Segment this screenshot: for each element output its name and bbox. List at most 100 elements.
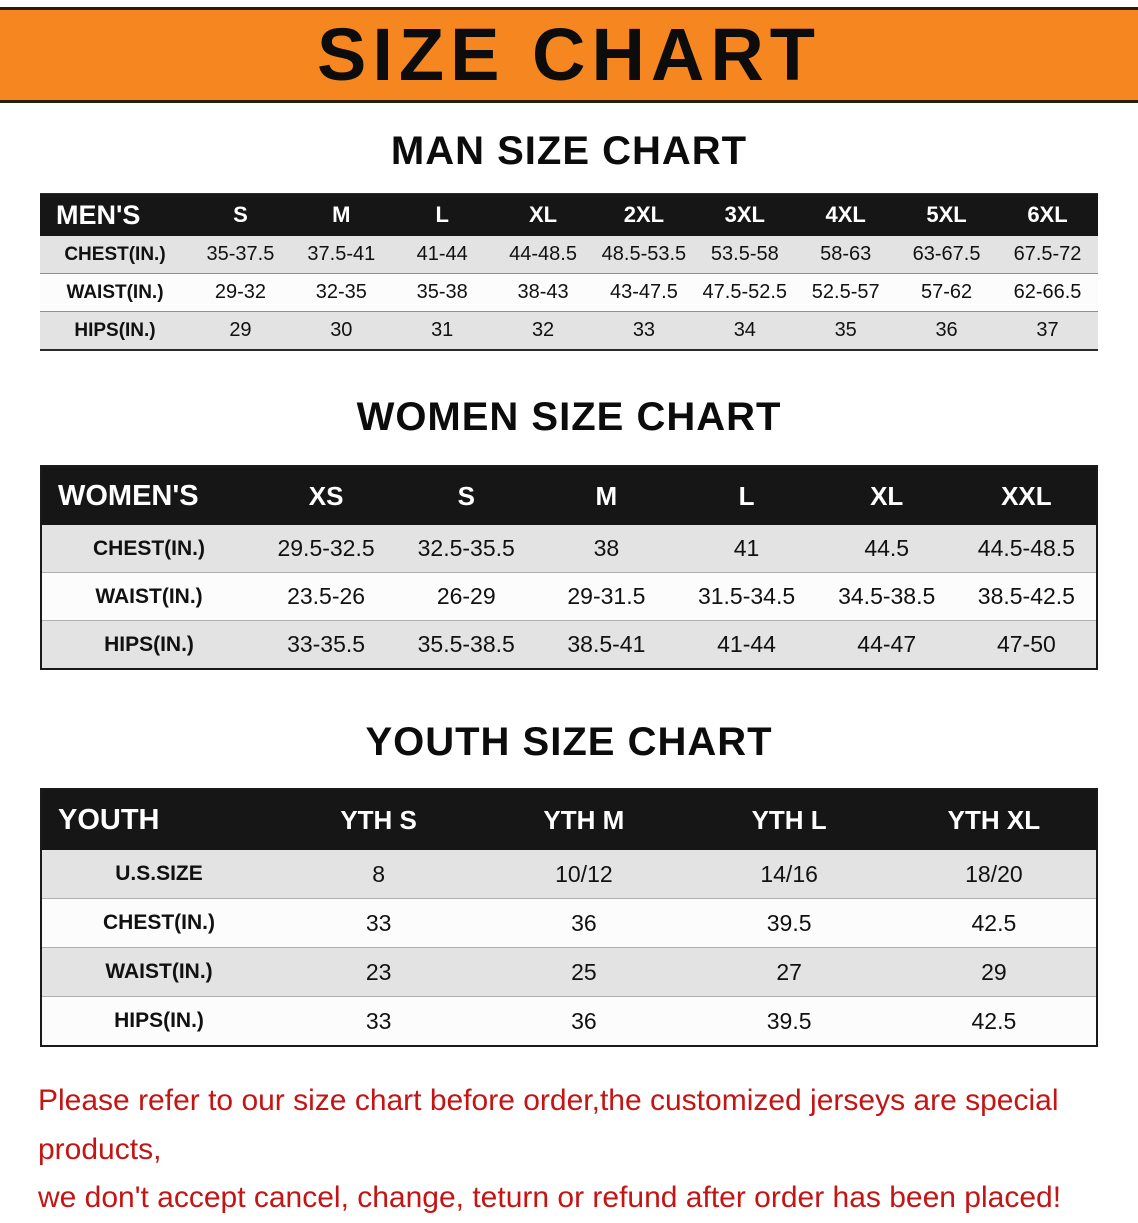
disclaimer-line-1: Please refer to our size chart before or…	[38, 1084, 1059, 1166]
size-value: 33	[276, 996, 482, 1047]
size-value: 36	[481, 898, 687, 948]
men-chest-row: CHEST(IN.) 35-37.5 37.5-41 41-44 44-48.5…	[40, 236, 1098, 274]
size-value: 33-35.5	[256, 620, 397, 670]
men-size-col-header: XL	[492, 193, 594, 236]
size-value: 35	[795, 311, 897, 351]
size-value: 39.5	[686, 898, 892, 948]
men-size-col-header: L	[391, 193, 493, 236]
size-value: 43-47.5	[593, 273, 695, 312]
size-value: 41-44	[391, 236, 493, 274]
size-value: 36	[481, 996, 687, 1047]
size-value: 31.5-34.5	[676, 572, 817, 621]
size-value: 25	[481, 947, 687, 997]
youth-table-header-row: YOUTH YTH S YTH M YTH L YTH XL	[41, 789, 1097, 850]
youth-section-heading: YOUTH SIZE CHART	[365, 720, 773, 764]
youth-size-col-header: YTH XL	[891, 789, 1097, 850]
size-value: 44.5-48.5	[956, 525, 1097, 573]
youth-chest-row: CHEST(IN.) 33 36 39.5 42.5	[41, 898, 1097, 948]
women-table-title-cell: WOMEN'S	[41, 466, 256, 525]
youth-ussize-row: U.S.SIZE 8 10/12 14/16 18/20	[41, 850, 1097, 899]
row-label: WAIST(IN.)	[41, 947, 276, 997]
size-value: 37	[997, 311, 1098, 351]
size-value: 33	[276, 898, 482, 948]
women-size-col-header: S	[396, 466, 537, 525]
women-waist-row: WAIST(IN.) 23.5-26 26-29 29-31.5 31.5-34…	[41, 572, 1097, 621]
men-size-col-header: S	[190, 193, 291, 236]
row-label: CHEST(IN.)	[40, 236, 190, 274]
women-size-col-header: XXL	[956, 466, 1097, 525]
women-chest-row: CHEST(IN.) 29.5-32.5 32.5-35.5 38 41 44.…	[41, 525, 1097, 573]
size-value: 36	[896, 311, 997, 351]
size-value: 18/20	[891, 850, 1097, 899]
size-value: 30	[290, 311, 392, 351]
size-value: 29	[190, 311, 291, 351]
size-value: 44.5	[816, 525, 957, 573]
page-title: SIZE CHART	[317, 13, 821, 96]
size-value: 44-47	[816, 620, 957, 670]
youth-table-title-cell: YOUTH	[41, 789, 276, 850]
women-size-col-header: L	[676, 466, 817, 525]
women-size-col-header: XS	[256, 466, 397, 525]
size-value: 63-67.5	[896, 236, 997, 274]
size-value: 14/16	[686, 850, 892, 899]
size-value: 58-63	[795, 236, 897, 274]
size-value: 48.5-53.5	[593, 236, 695, 274]
size-value: 47.5-52.5	[694, 273, 796, 312]
size-value: 23	[276, 947, 482, 997]
size-value: 52.5-57	[795, 273, 897, 312]
size-value: 67.5-72	[997, 236, 1098, 274]
men-hips-row: HIPS(IN.) 29 30 31 32 33 34 35 36 37	[40, 311, 1098, 351]
size-value: 42.5	[891, 898, 1097, 948]
size-value: 35.5-38.5	[396, 620, 537, 670]
size-value: 44-48.5	[492, 236, 594, 274]
men-size-table: MEN'S S M L XL 2XL 3XL 4XL 5XL 6XL CHEST…	[40, 193, 1098, 351]
size-value: 38.5-41	[536, 620, 677, 670]
banner: SIZE CHART	[0, 7, 1138, 103]
size-value: 42.5	[891, 996, 1097, 1047]
size-value: 32	[492, 311, 594, 351]
men-size-col-header: 6XL	[997, 193, 1098, 236]
row-label: WAIST(IN.)	[41, 572, 256, 621]
youth-size-col-header: YTH L	[686, 789, 892, 850]
size-value: 62-66.5	[997, 273, 1098, 312]
size-value: 47-50	[956, 620, 1097, 670]
men-table-header-row: MEN'S S M L XL 2XL 3XL 4XL 5XL 6XL	[40, 193, 1098, 236]
size-value: 29	[891, 947, 1097, 997]
size-value: 32-35	[290, 273, 392, 312]
disclaimer-line-2: we don't accept cancel, change, teturn o…	[38, 1181, 1062, 1215]
size-value: 31	[391, 311, 493, 351]
size-value: 53.5-58	[694, 236, 796, 274]
row-label: U.S.SIZE	[41, 850, 276, 899]
size-value: 27	[686, 947, 892, 997]
women-size-col-header: M	[536, 466, 677, 525]
size-value: 35-38	[391, 273, 493, 312]
men-size-col-header: 3XL	[694, 193, 796, 236]
size-value: 29-31.5	[536, 572, 677, 621]
disclaimer: Please refer to our size chart before or…	[38, 1077, 1100, 1223]
size-value: 34	[694, 311, 796, 351]
youth-size-table: YOUTH YTH S YTH M YTH L YTH XL U.S.SIZE …	[40, 788, 1098, 1047]
youth-size-col-header: YTH S	[276, 789, 482, 850]
row-label: CHEST(IN.)	[41, 898, 276, 948]
men-table-title-cell: MEN'S	[40, 193, 190, 236]
row-label: HIPS(IN.)	[41, 996, 276, 1047]
size-value: 39.5	[686, 996, 892, 1047]
size-value: 41	[676, 525, 817, 573]
men-size-col-header: 2XL	[593, 193, 695, 236]
row-label: WAIST(IN.)	[40, 273, 190, 312]
size-value: 29.5-32.5	[256, 525, 397, 573]
size-value: 38.5-42.5	[956, 572, 1097, 621]
size-chart-page: SIZE CHART MAN SIZE CHART MEN'S S M L XL…	[0, 7, 1138, 1223]
youth-size-col-header: YTH M	[481, 789, 687, 850]
size-value: 26-29	[396, 572, 537, 621]
size-value: 38-43	[492, 273, 594, 312]
size-value: 23.5-26	[256, 572, 397, 621]
women-size-col-header: XL	[816, 466, 957, 525]
men-section-heading: MAN SIZE CHART	[390, 129, 748, 173]
youth-waist-row: WAIST(IN.) 23 25 27 29	[41, 947, 1097, 997]
size-value: 33	[593, 311, 695, 351]
youth-hips-row: HIPS(IN.) 33 36 39.5 42.5	[41, 996, 1097, 1047]
women-table-header-row: WOMEN'S XS S M L XL XXL	[41, 466, 1097, 525]
men-size-col-header: 4XL	[795, 193, 897, 236]
size-value: 41-44	[676, 620, 817, 670]
